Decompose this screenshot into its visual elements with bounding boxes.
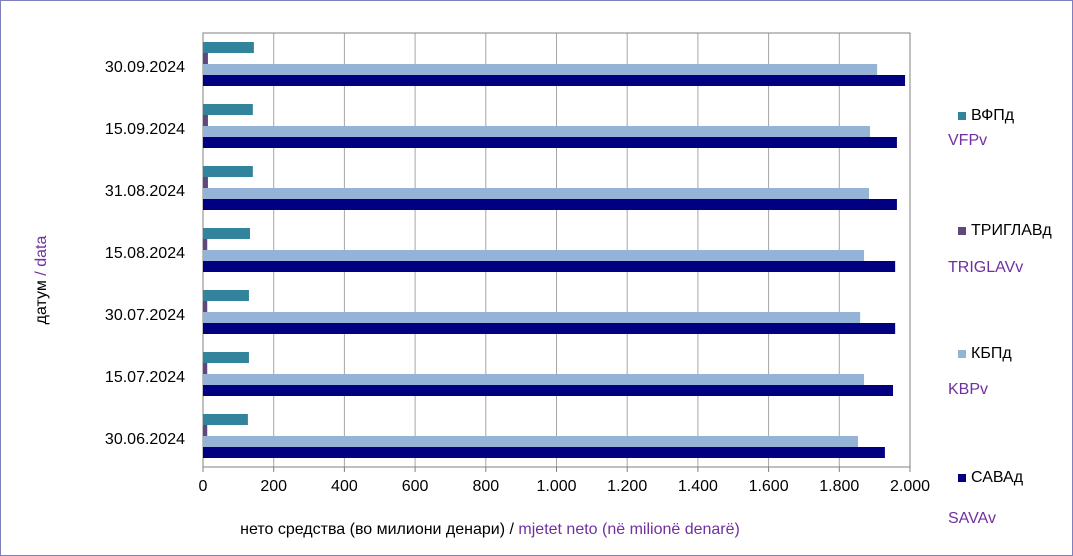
bar xyxy=(203,228,251,239)
bar xyxy=(203,312,861,323)
y-tick-label: 15.08.2024 xyxy=(105,245,185,262)
legend-sublabel: VFPv xyxy=(948,132,987,149)
x-tick-label: 2.000 xyxy=(890,478,930,495)
bar xyxy=(203,115,208,126)
x-tick-label: 400 xyxy=(331,478,358,495)
x-tick-label: 1.200 xyxy=(607,478,647,495)
y-axis-title: датум / data xyxy=(33,236,50,325)
bar xyxy=(203,177,208,188)
bar xyxy=(203,261,896,272)
y-tick-label: 31.08.2024 xyxy=(105,183,185,200)
bar xyxy=(203,75,906,86)
x-label-alt: mjetet neto (në milionë denarë) xyxy=(518,521,739,538)
legend-swatch xyxy=(958,350,966,358)
x-tick-label: 800 xyxy=(472,478,499,495)
bar xyxy=(203,126,871,137)
x-tick-label: 0 xyxy=(199,478,208,495)
bar xyxy=(203,414,248,425)
y-tick-label: 30.09.2024 xyxy=(105,59,185,76)
y-tick-label: 30.07.2024 xyxy=(105,307,185,324)
x-tick-label: 600 xyxy=(402,478,429,495)
legend-swatch xyxy=(958,112,966,120)
x-tick-label: 200 xyxy=(260,478,287,495)
x-tick-label: 1.000 xyxy=(536,478,576,495)
y-label-alt: / data xyxy=(33,236,50,276)
legend-label: САВАд xyxy=(971,469,1024,486)
bar xyxy=(203,42,254,53)
legend-sublabel: TRIGLAVv xyxy=(948,259,1023,276)
bar xyxy=(203,166,253,177)
bar xyxy=(203,363,208,374)
legend-label: ВФПд xyxy=(971,107,1015,124)
x-axis-title: нето средства (во милиони денари) / mjet… xyxy=(240,521,740,538)
bar xyxy=(203,239,208,250)
legend-sublabel: KBPv xyxy=(948,381,988,398)
x-tick-label: 1.400 xyxy=(678,478,718,495)
x-tick-label: 1.800 xyxy=(819,478,859,495)
bar xyxy=(203,290,249,301)
bar xyxy=(203,374,865,385)
legend-swatch xyxy=(958,474,966,482)
y-tick-label: 30.06.2024 xyxy=(105,431,185,448)
bar xyxy=(203,188,869,199)
bar xyxy=(203,301,208,312)
bar xyxy=(203,199,897,210)
legend-label: КБПд xyxy=(971,345,1012,362)
bar xyxy=(203,53,208,64)
bar xyxy=(203,352,249,363)
y-label: датум xyxy=(33,280,50,324)
x-tick-label: 1.600 xyxy=(749,478,789,495)
bar xyxy=(203,104,253,115)
bar xyxy=(203,64,878,75)
bar xyxy=(203,137,897,148)
y-tick-label: 15.09.2024 xyxy=(105,121,185,138)
legend-label: ТРИГЛАВд xyxy=(971,222,1052,239)
bar xyxy=(203,425,208,436)
bar xyxy=(203,385,894,396)
y-tick-label: 15.07.2024 xyxy=(105,369,185,386)
bar xyxy=(203,323,896,334)
bar xyxy=(203,447,885,458)
legend-swatch xyxy=(958,227,966,235)
legend-sublabel: SAVAv xyxy=(948,510,996,527)
x-label: нето средства (во милиони денари) / xyxy=(240,521,514,538)
bar xyxy=(203,436,859,447)
bar xyxy=(203,250,865,261)
